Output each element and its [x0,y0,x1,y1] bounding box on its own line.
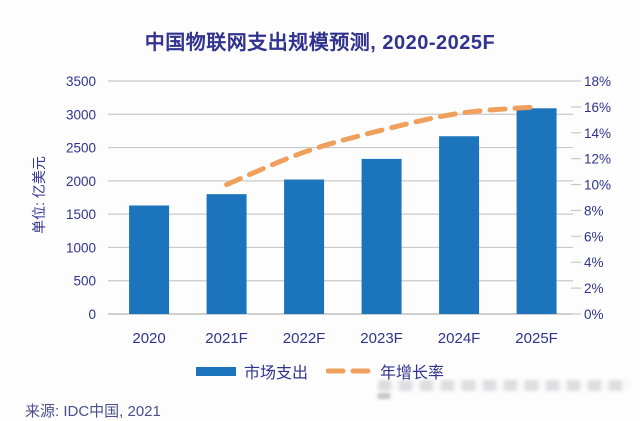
bar-series-swatch [195,366,236,376]
y2-axis-tick-label: 12% [584,152,611,167]
y-axis-tick-label: 500 [73,274,96,289]
legend-item-growth-rate: 年增长率 [326,359,444,383]
y-axis-tick-label: 1500 [66,207,96,222]
x-axis-tick-label: 2023F [360,330,403,347]
y-axis-title: 单位: 亿美元 [31,156,47,234]
source-note: 来源: IDC中国, 2021 [25,403,161,420]
legend: 市场支出 年增长率 [0,360,640,382]
y2-axis-tick-label: 18% [584,74,611,89]
y-axis-tick-label: 0 [88,307,96,322]
legend-item-market-spending: 市场支出 [195,359,308,383]
legend-label-market-spending: 市场支出 [243,365,308,382]
bar-2020 [129,205,170,314]
dashed-line-swatch [326,368,372,374]
y2-axis-tick-label: 6% [584,229,604,244]
bar-2021F [206,194,247,314]
y2-axis-tick-label: 4% [584,255,604,270]
watermark-smudge [378,380,630,391]
growth-rate-line [224,104,540,188]
x-axis-tick-label: 2024F [438,330,481,347]
bar-2023F [361,158,402,314]
y-axis-tick-label: 2500 [66,141,96,156]
bar-2024F [439,136,480,314]
y2-axis-tick-label: 16% [584,100,611,115]
y-axis-tick-label: 1000 [66,240,96,255]
y-axis-tick-label: 3500 [66,74,96,89]
y2-axis-tick-label: 14% [584,126,611,141]
x-axis-tick-label: 2021F [205,330,248,347]
y2-axis-tick-label: 0% [584,307,604,322]
y-axis-tick-label: 2000 [66,174,96,189]
legend-label-growth-rate: 年增长率 [380,365,445,382]
bar-2022F [284,179,325,314]
watermark-smudge-dot [377,393,391,399]
chart-title: 中国物联网支出规模预测, 2020-2025F [144,32,496,54]
y2-axis-tick-label: 10% [584,178,611,193]
x-axis-tick-label: 2025F [515,330,558,347]
y2-axis-tick-label: 2% [584,281,604,296]
x-axis-tick-label: 2020 [132,330,165,347]
x-axis-tick-label: 2022F [283,330,326,347]
y2-axis-tick-label: 8% [584,203,604,218]
bar-2025F [516,108,557,315]
y-axis-tick-label: 3000 [66,107,96,122]
